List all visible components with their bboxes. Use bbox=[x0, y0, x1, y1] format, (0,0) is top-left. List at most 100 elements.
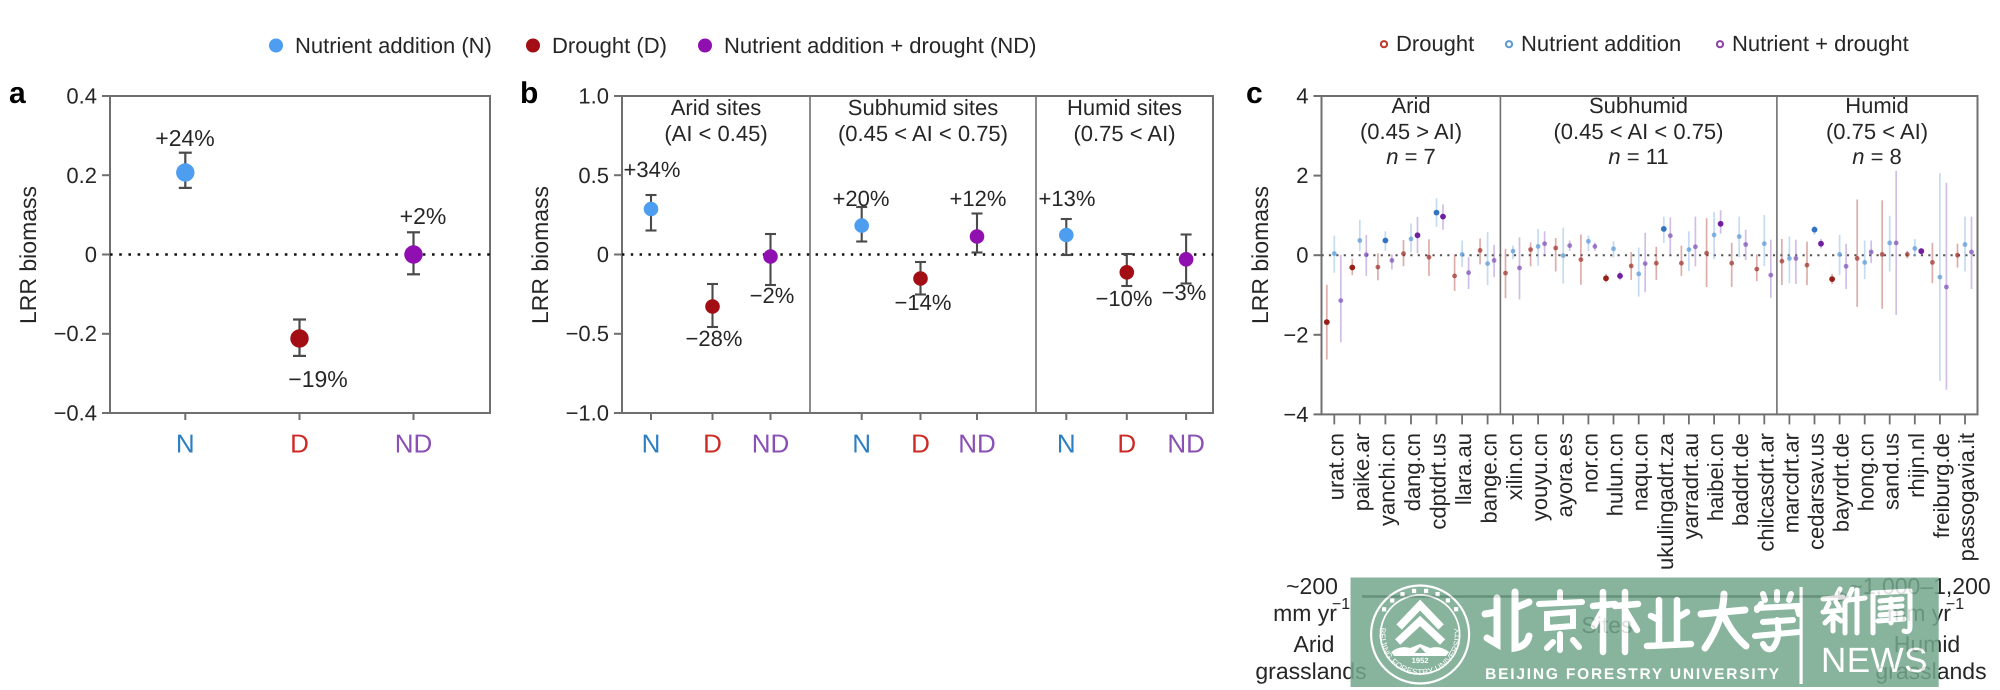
svg-text:−2: −2 bbox=[1283, 322, 1308, 347]
svg-text:freiburg.de: freiburg.de bbox=[1929, 433, 1954, 538]
svg-text:0: 0 bbox=[85, 242, 97, 267]
svg-text:−1: −1 bbox=[1946, 596, 1964, 613]
svg-text:Arid: Arid bbox=[1391, 93, 1430, 118]
svg-text:+13%: +13% bbox=[1039, 186, 1096, 211]
svg-text:−1.0: −1.0 bbox=[566, 401, 609, 426]
svg-text:rhijn.nl: rhijn.nl bbox=[1904, 433, 1929, 498]
svg-text:0.2: 0.2 bbox=[66, 163, 97, 188]
svg-text:nor.cn: nor.cn bbox=[1577, 433, 1602, 493]
svg-text:D: D bbox=[1117, 429, 1136, 459]
svg-text:b: b bbox=[520, 77, 538, 110]
svg-text:Humid sites: Humid sites bbox=[1067, 95, 1182, 120]
svg-text:bayrdrt.de: bayrdrt.de bbox=[1829, 433, 1854, 532]
svg-text:(0.75 < AI): (0.75 < AI) bbox=[1073, 121, 1175, 146]
svg-text:cdptdrt.us: cdptdrt.us bbox=[1426, 433, 1451, 530]
svg-text:(0.45 < AI < 0.75): (0.45 < AI < 0.75) bbox=[838, 121, 1008, 146]
svg-text:LRR biomass: LRR biomass bbox=[15, 186, 41, 324]
svg-text:n = 11: n = 11 bbox=[1608, 144, 1668, 169]
svg-text:4: 4 bbox=[1296, 84, 1308, 109]
svg-text:D: D bbox=[911, 429, 930, 459]
svg-text:hulun.cn: hulun.cn bbox=[1603, 433, 1628, 516]
svg-text:sand.us: sand.us bbox=[1879, 433, 1904, 510]
svg-text:1952: 1952 bbox=[1412, 656, 1429, 665]
svg-text:0.5: 0.5 bbox=[578, 163, 609, 188]
svg-text:Drought: Drought bbox=[1396, 31, 1474, 56]
svg-text:N: N bbox=[852, 429, 871, 459]
svg-text:2: 2 bbox=[1296, 163, 1308, 188]
svg-text:marcdrt.ar: marcdrt.ar bbox=[1778, 433, 1803, 533]
svg-text:ukulingadrt.za: ukulingadrt.za bbox=[1653, 432, 1678, 570]
svg-text:−10%: −10% bbox=[1096, 286, 1153, 311]
svg-text:Subhumid sites: Subhumid sites bbox=[848, 95, 998, 120]
svg-text:yarradrt.au: yarradrt.au bbox=[1678, 433, 1703, 539]
svg-text:Nutrient addition: Nutrient addition bbox=[1521, 31, 1681, 56]
svg-text:D: D bbox=[290, 429, 309, 459]
svg-text:BEIJING FORESTRY UNIVERSITY: BEIJING FORESTRY UNIVERSITY bbox=[1485, 666, 1781, 683]
svg-text:~200: ~200 bbox=[1286, 573, 1338, 599]
svg-text:−3%: −3% bbox=[1162, 280, 1207, 305]
svg-text:+34%: +34% bbox=[624, 157, 681, 182]
svg-text:+2%: +2% bbox=[400, 203, 447, 229]
svg-text:cedarsav.us: cedarsav.us bbox=[1804, 433, 1829, 550]
svg-text:Humid: Humid bbox=[1845, 93, 1909, 118]
svg-text:+24%: +24% bbox=[155, 125, 214, 151]
svg-text:LRR biomass: LRR biomass bbox=[527, 186, 553, 324]
svg-text:−0.4: −0.4 bbox=[54, 401, 97, 426]
svg-text:(0.45 > AI): (0.45 > AI) bbox=[1360, 119, 1462, 144]
svg-text:−4: −4 bbox=[1283, 402, 1308, 427]
svg-text:−2%: −2% bbox=[750, 283, 795, 308]
svg-text:N: N bbox=[1057, 429, 1076, 459]
svg-text:Nutrient addition (N): Nutrient addition (N) bbox=[295, 33, 492, 58]
svg-text:n = 8: n = 8 bbox=[1852, 144, 1902, 169]
svg-text:+20%: +20% bbox=[833, 186, 890, 211]
svg-text:LRR biomass: LRR biomass bbox=[1247, 186, 1273, 324]
svg-text:N: N bbox=[642, 429, 661, 459]
svg-text:baddrt.de: baddrt.de bbox=[1728, 433, 1753, 526]
svg-text:Nutrient addition + drought (N: Nutrient addition + drought (ND) bbox=[724, 33, 1036, 58]
svg-text:ND: ND bbox=[1167, 429, 1205, 459]
svg-text:xilin.cn: xilin.cn bbox=[1502, 433, 1527, 500]
svg-text:passogavia.it: passogavia.it bbox=[1954, 433, 1979, 561]
svg-text:hong.cn: hong.cn bbox=[1854, 433, 1879, 511]
svg-text:mm yr: mm yr bbox=[1273, 600, 1337, 626]
svg-text:naqu.cn: naqu.cn bbox=[1628, 433, 1653, 511]
svg-text:−1: −1 bbox=[1332, 596, 1350, 613]
svg-text:+12%: +12% bbox=[950, 186, 1007, 211]
svg-text:(0.45 < AI < 0.75): (0.45 < AI < 0.75) bbox=[1553, 119, 1723, 144]
svg-text:−0.5: −0.5 bbox=[566, 321, 609, 346]
svg-text:0: 0 bbox=[597, 242, 609, 267]
svg-text:(0.75 < AI): (0.75 < AI) bbox=[1826, 119, 1928, 144]
svg-text:(AI < 0.45): (AI < 0.45) bbox=[664, 121, 767, 146]
svg-text:NEWS: NEWS bbox=[1821, 641, 1928, 680]
svg-text:llara.au: llara.au bbox=[1451, 433, 1476, 505]
svg-text:ND: ND bbox=[395, 429, 433, 459]
svg-text:dang.cn: dang.cn bbox=[1400, 433, 1425, 511]
svg-text:youyu.cn: youyu.cn bbox=[1527, 433, 1552, 521]
svg-text:−0.2: −0.2 bbox=[54, 321, 97, 346]
svg-text:n = 7: n = 7 bbox=[1386, 144, 1436, 169]
svg-text:ND: ND bbox=[752, 429, 790, 459]
svg-text:Arid: Arid bbox=[1294, 631, 1335, 657]
svg-text:Drought (D): Drought (D) bbox=[552, 33, 667, 58]
svg-text:D: D bbox=[703, 429, 722, 459]
svg-text:haibei.cn: haibei.cn bbox=[1703, 433, 1728, 521]
svg-text:ayora.es: ayora.es bbox=[1552, 433, 1577, 517]
svg-text:c: c bbox=[1246, 77, 1263, 110]
svg-text:urat.cn: urat.cn bbox=[1323, 433, 1348, 500]
svg-text:bange.cn: bange.cn bbox=[1477, 433, 1502, 524]
svg-text:1.0: 1.0 bbox=[578, 84, 609, 109]
svg-text:0.4: 0.4 bbox=[66, 84, 97, 109]
svg-text:ND: ND bbox=[958, 429, 996, 459]
svg-text:paike.ar: paike.ar bbox=[1349, 433, 1374, 511]
svg-text:Nutrient + drought: Nutrient + drought bbox=[1732, 31, 1909, 56]
svg-text:yanchi.cn: yanchi.cn bbox=[1374, 433, 1399, 526]
svg-text:Subhumid: Subhumid bbox=[1589, 93, 1688, 118]
svg-text:grasslands: grasslands bbox=[1255, 658, 1366, 684]
svg-text:−28%: −28% bbox=[686, 326, 743, 351]
svg-text:Arid sites: Arid sites bbox=[671, 95, 761, 120]
svg-text:a: a bbox=[9, 77, 26, 110]
svg-text:N: N bbox=[176, 429, 195, 459]
svg-text:−14%: −14% bbox=[895, 290, 952, 315]
svg-text:0: 0 bbox=[1296, 243, 1308, 268]
svg-text:−19%: −19% bbox=[288, 366, 347, 392]
